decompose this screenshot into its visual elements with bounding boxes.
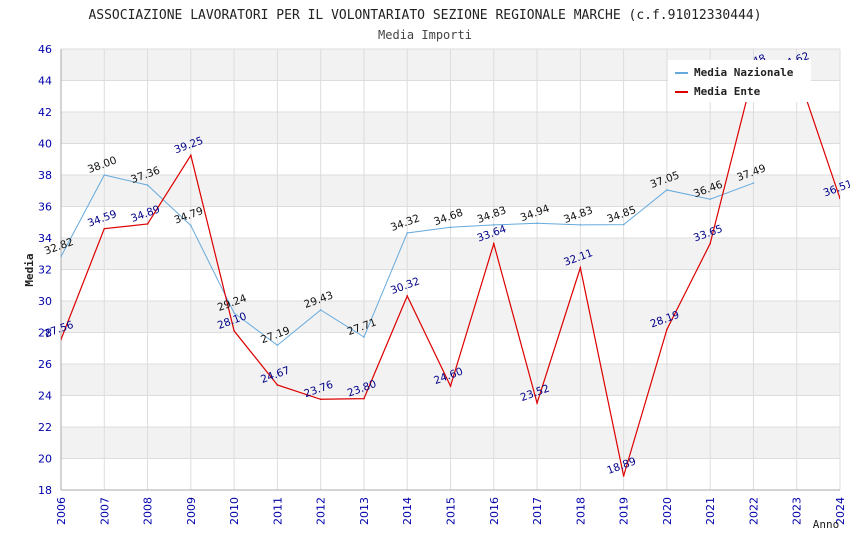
data-point-media-nazionale xyxy=(61,255,62,258)
data-point-media-nazionale xyxy=(103,174,106,176)
x-tick-label: 2021 xyxy=(704,497,717,525)
data-point-media-ente xyxy=(146,223,149,225)
y-tick-label: 44 xyxy=(38,75,52,88)
x-axis-ticks: 2006 2007 2008 2009 2010 2011 2012 2013 2014 2015… xyxy=(55,497,847,525)
data-point-media-nazionale xyxy=(536,222,538,224)
x-tick-label: 2024 xyxy=(834,497,847,525)
y-axis-ticks: 18 20 22 24 26 28 30 32 34 36 38 40 42 44 46 xyxy=(38,43,52,497)
y-axis-label: Media xyxy=(23,253,36,286)
data-point-media-ente xyxy=(839,197,840,200)
data-point-media-nazionale xyxy=(449,226,452,229)
data-point-media-nazionale xyxy=(666,189,668,191)
chart-title: ASSOCIAZIONE LAVORATORI PER IL VOLONTARI… xyxy=(88,8,761,23)
data-point-media-nazionale xyxy=(406,232,409,234)
data-point-media-nazionale xyxy=(190,224,192,227)
data-point-media-ente xyxy=(492,242,495,245)
x-tick-label: 2006 xyxy=(55,497,68,525)
data-point-media-ente xyxy=(103,227,106,230)
data-point-media-nazionale xyxy=(276,344,279,347)
data-point-media-ente xyxy=(406,295,409,297)
x-tick-label: 2014 xyxy=(401,497,414,525)
x-tick-label: 2011 xyxy=(271,497,284,525)
data-point-media-ente xyxy=(190,154,192,157)
data-point-media-nazionale xyxy=(709,198,711,201)
x-tick-label: 2019 xyxy=(618,497,631,525)
data-point-media-ente xyxy=(449,385,452,387)
y-tick-label: 36 xyxy=(38,201,52,214)
data-point-media-ente xyxy=(233,330,235,332)
y-tick-label: 22 xyxy=(38,421,52,434)
data-point-media-ente xyxy=(319,398,322,401)
x-tick-label: 2009 xyxy=(185,497,198,525)
legend-label-media-nazionale: Media Nazionale xyxy=(694,66,794,79)
x-tick-label: 2008 xyxy=(142,497,155,525)
x-tick-label: 2013 xyxy=(358,497,371,525)
y-tick-label: 34 xyxy=(38,232,52,245)
series-lines xyxy=(61,69,840,477)
y-tick-label: 38 xyxy=(38,169,52,182)
y-tick-label: 28 xyxy=(38,327,52,340)
y-tick-label: 24 xyxy=(38,390,52,403)
y-tick-label: 26 xyxy=(38,358,52,371)
data-point-media-nazionale xyxy=(579,224,582,226)
y-tick-label: 30 xyxy=(38,295,52,308)
data-point-media-nazionale xyxy=(752,182,755,184)
data-point-media-nazionale xyxy=(233,312,235,314)
grid xyxy=(60,48,841,491)
x-tick-label: 2018 xyxy=(574,497,587,525)
x-tick-label: 2017 xyxy=(531,497,544,525)
data-point-media-nazionale xyxy=(319,309,322,311)
data-point-media-nazionale xyxy=(492,224,495,226)
data-point-media-ente xyxy=(276,384,279,386)
y-tick-label: 40 xyxy=(38,138,52,151)
data-point-media-ente xyxy=(61,338,62,341)
data-point-media-ente xyxy=(666,328,668,331)
chart-subtitle: Media Importi xyxy=(378,28,472,42)
legend-label-media-ente: Media Ente xyxy=(694,85,761,98)
x-tick-label: 2023 xyxy=(791,497,804,525)
data-point-media-nazionale xyxy=(363,336,365,338)
data-point-media-ente xyxy=(579,266,582,269)
data-point-media-ente xyxy=(709,242,711,245)
legend: Media Nazionale Media Ente xyxy=(668,60,811,102)
legend-box xyxy=(668,60,811,102)
y-tick-label: 46 xyxy=(38,43,52,56)
y-tick-label: 18 xyxy=(38,484,52,497)
x-axis-label: Anno xyxy=(813,518,840,531)
x-tick-label: 2020 xyxy=(661,497,674,525)
y-tick-label: 20 xyxy=(38,453,52,466)
data-point-media-ente xyxy=(536,402,538,404)
data-point-media-nazionale xyxy=(146,184,149,186)
data-point-media-ente xyxy=(363,397,365,400)
x-tick-label: 2015 xyxy=(445,497,458,525)
x-tick-label: 2016 xyxy=(488,497,501,525)
y-tick-label: 32 xyxy=(38,264,52,277)
x-tick-label: 2007 xyxy=(98,497,111,525)
y-tick-label: 42 xyxy=(38,106,52,119)
data-point-media-ente xyxy=(622,475,625,477)
x-tick-label: 2012 xyxy=(315,497,328,525)
x-tick-label: 2010 xyxy=(228,497,241,525)
x-tick-label: 2022 xyxy=(747,497,760,525)
data-point-media-nazionale xyxy=(622,223,625,226)
